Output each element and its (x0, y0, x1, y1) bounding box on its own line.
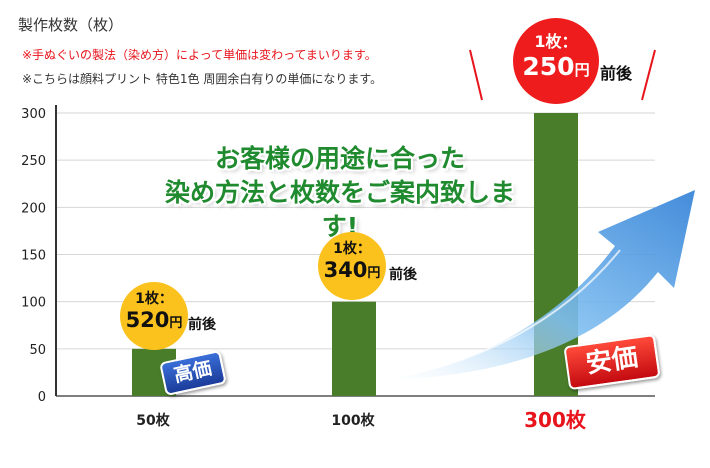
emphasis-line-right (641, 49, 656, 101)
headline-line-2: 染め方法と枚数をご案内致します! (164, 178, 515, 241)
price-bubble-50: 1枚： 520円 (120, 282, 188, 350)
y-tick-label: 150 (21, 249, 46, 264)
bubble-price: 250 (522, 52, 575, 81)
bubble-qty: 1枚： (135, 291, 173, 307)
bar (332, 301, 376, 396)
y-tick-label: 100 (21, 296, 46, 311)
x-tick-label: 100枚 (331, 413, 375, 429)
emphasis-line-left (469, 49, 483, 101)
y-tick-label: 0 (38, 390, 46, 405)
price-arrow (378, 190, 695, 380)
y-tick-label: 300 (21, 107, 46, 122)
headline-line-1: お客様の用途に合った (214, 144, 465, 173)
x-tick-label: 300枚 (524, 408, 586, 432)
note-gray: ※こちらは顔料プリント 特色1色 周囲余白有りの単価になります。 (22, 72, 383, 86)
bubble-suffix: 前後 (188, 317, 216, 333)
y-tick-label: 250 (21, 154, 46, 169)
bubble-yen: 円 (574, 61, 590, 79)
y-axis: 0 50 100 150 200 250 300 (21, 105, 57, 405)
bubble-yen: 円 (169, 316, 183, 331)
bubble-suffix: 前後 (600, 64, 633, 83)
bubble-qty: 1枚： (534, 32, 578, 51)
chart-title: 製作枚数（枚） (18, 16, 124, 34)
price-arrow-highlight (377, 249, 621, 381)
y-tick-label: 50 (29, 343, 46, 358)
note-red: ※手ぬぐいの製法（染め方）によって単価は変わってまいります。 (22, 48, 377, 62)
bubble-yen: 円 (367, 266, 381, 281)
bubble-qty: 1枚： (333, 241, 371, 257)
bubble-price: 340 (323, 258, 368, 282)
headline: お客様の用途に合った 染め方法と枚数をご案内致します! (150, 142, 530, 244)
y-tick-label: 200 (21, 201, 46, 216)
bubble-suffix: 前後 (389, 267, 417, 283)
bubble-price: 520 (125, 308, 170, 332)
price-bubble-100: 1枚： 340円 (318, 232, 386, 300)
price-bubble-300: 1枚： 250円 (513, 18, 599, 104)
x-tick-label: 50枚 (136, 413, 170, 429)
